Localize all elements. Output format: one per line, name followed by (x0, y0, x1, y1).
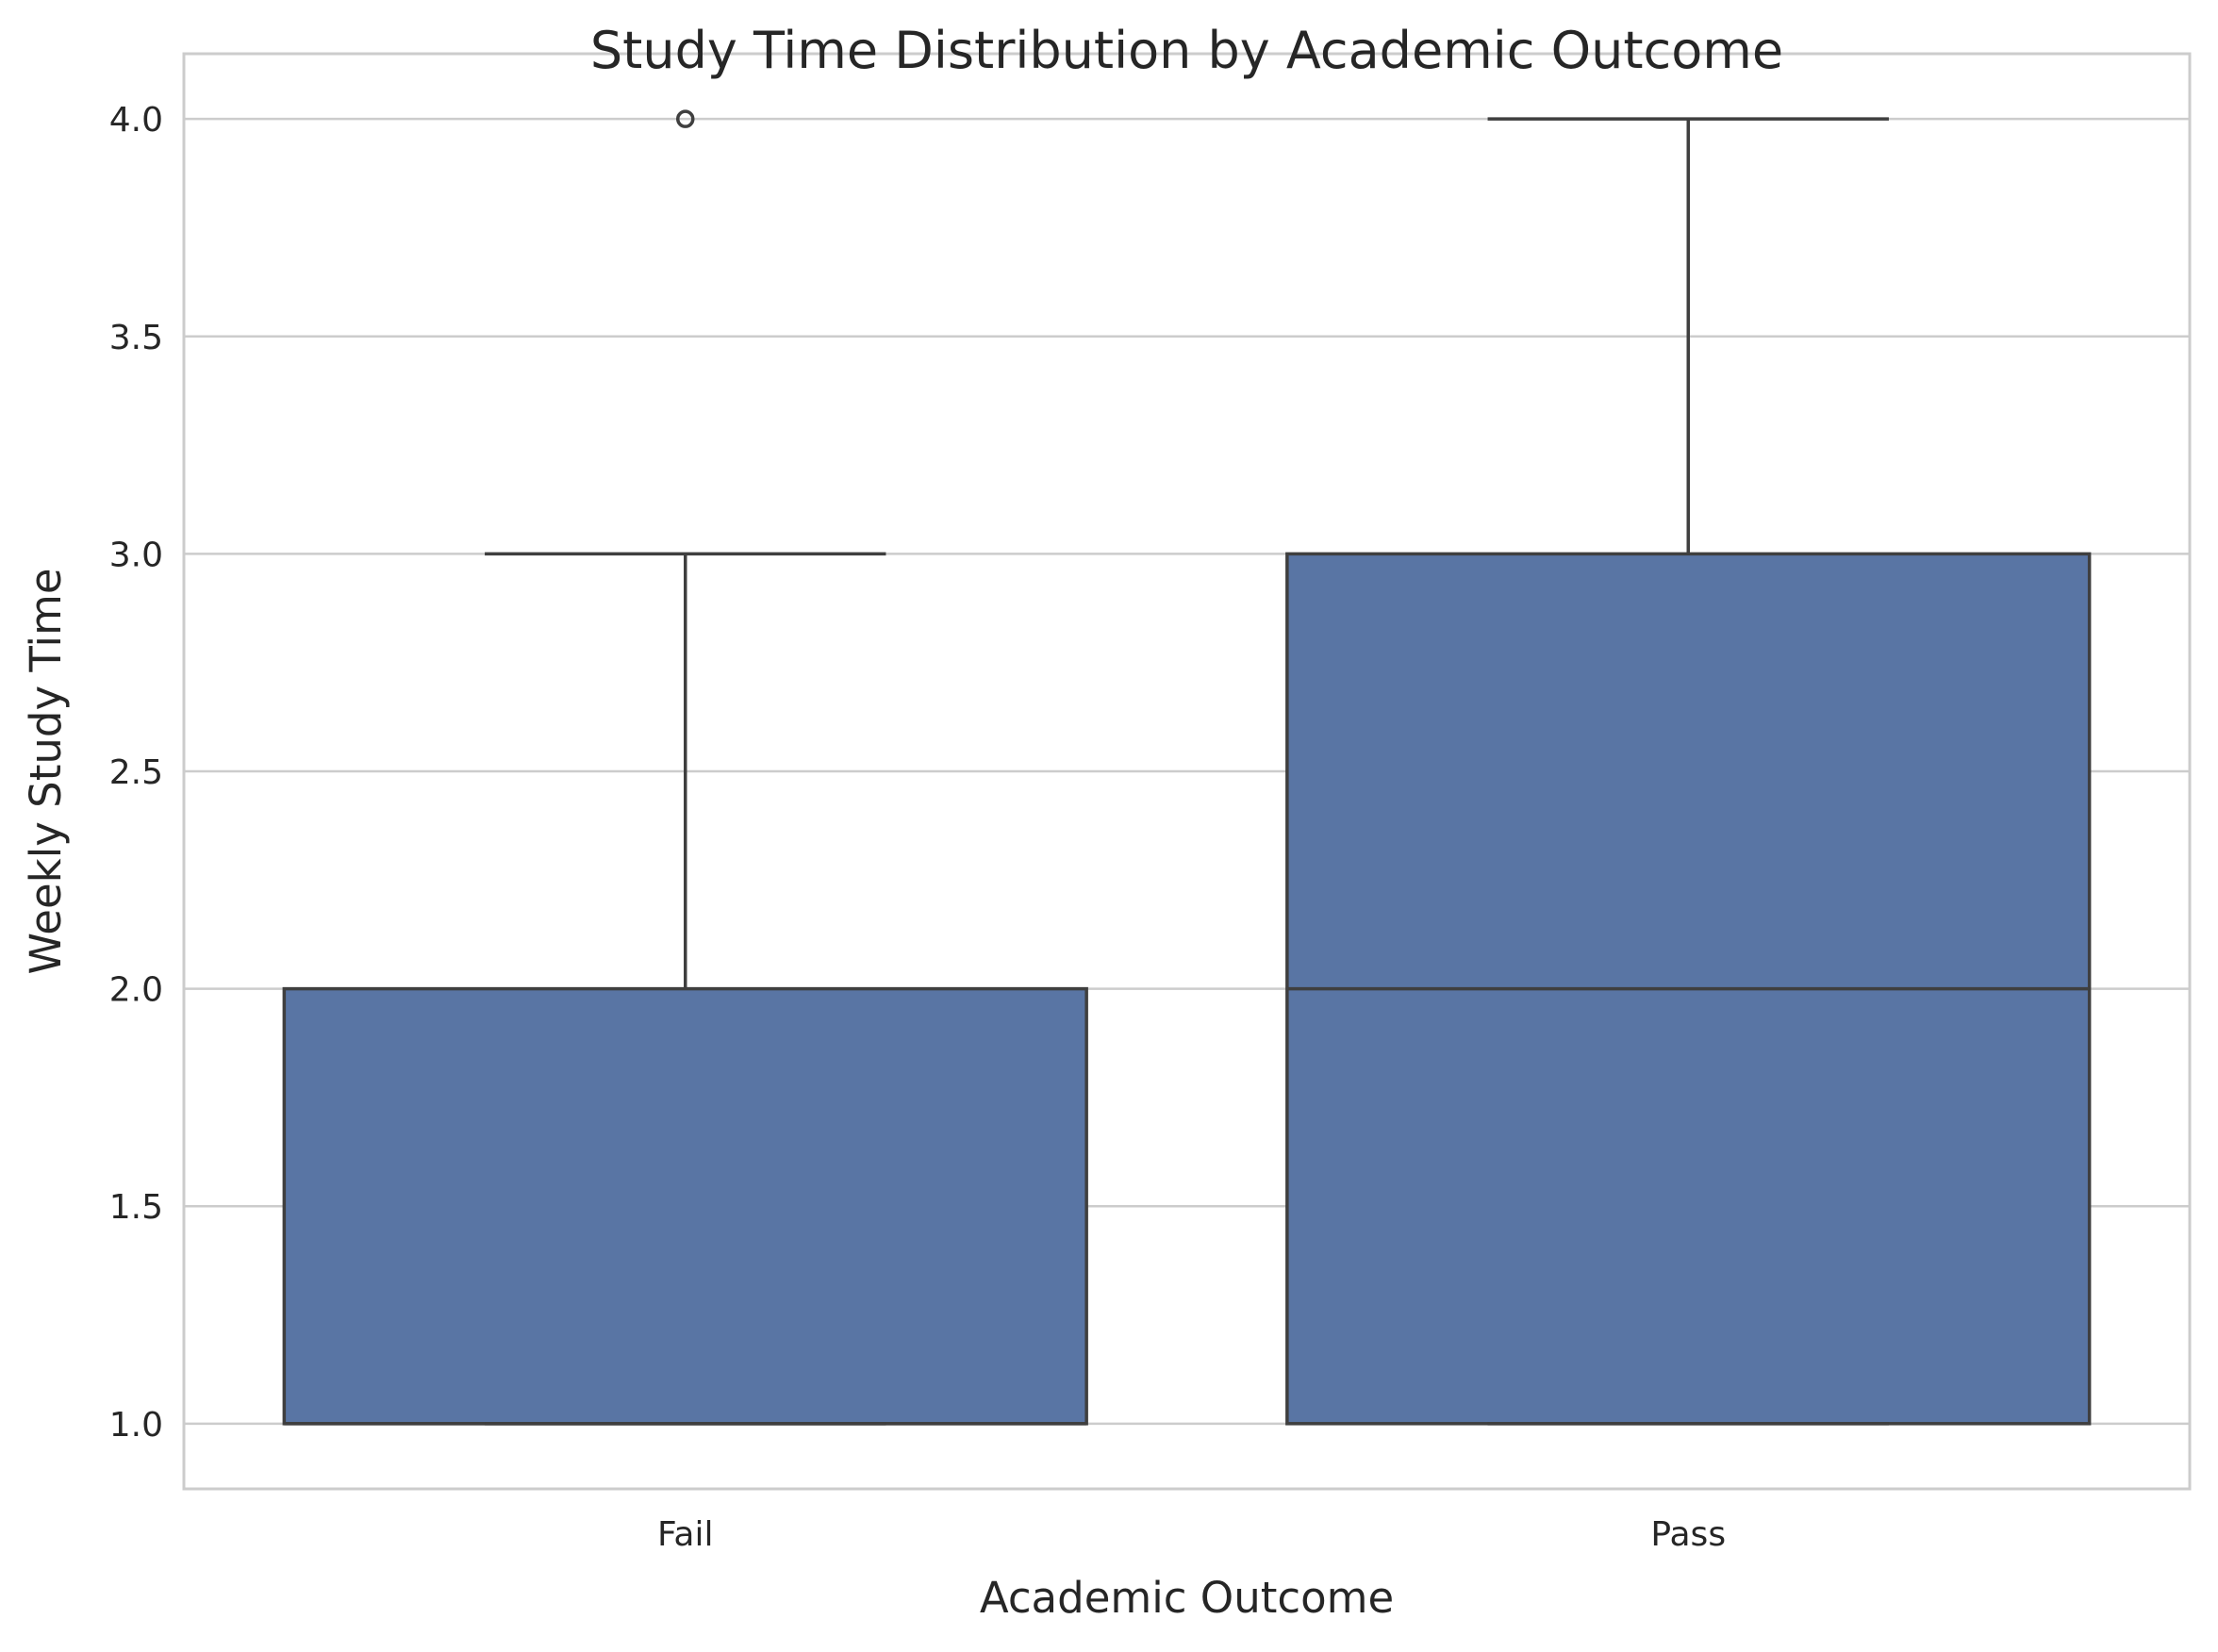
x-tick-label: Pass (1650, 1515, 1726, 1554)
box-fail (282, 109, 1088, 1426)
box-iqr (282, 986, 1088, 1426)
box-pass (1285, 117, 2092, 1426)
y-tick-label: 4.0 (109, 101, 163, 140)
y-tick-label: 2.5 (109, 753, 163, 792)
x-axis-label: Academic Outcome (980, 1573, 1394, 1623)
y-tick-label: 3.5 (109, 319, 163, 357)
box-series (282, 109, 2092, 1426)
x-tick-labels: Fail Pass (657, 1515, 1726, 1554)
y-axis-label: Weekly Study Time (21, 568, 71, 974)
y-tick-label: 2.0 (109, 971, 163, 1010)
y-tick-labels: 1.0 1.5 2.0 2.5 3.0 3.5 4.0 (109, 101, 163, 1445)
x-tick-label: Fail (657, 1515, 713, 1554)
plot-frame (182, 52, 2192, 1491)
chart-title: Study Time Distribution by Academic Outc… (590, 21, 1783, 80)
y-tick-label: 1.5 (109, 1188, 163, 1227)
y-tick-label: 3.0 (109, 536, 163, 574)
outlier-point (676, 109, 695, 128)
y-tick-label: 1.0 (109, 1406, 163, 1445)
